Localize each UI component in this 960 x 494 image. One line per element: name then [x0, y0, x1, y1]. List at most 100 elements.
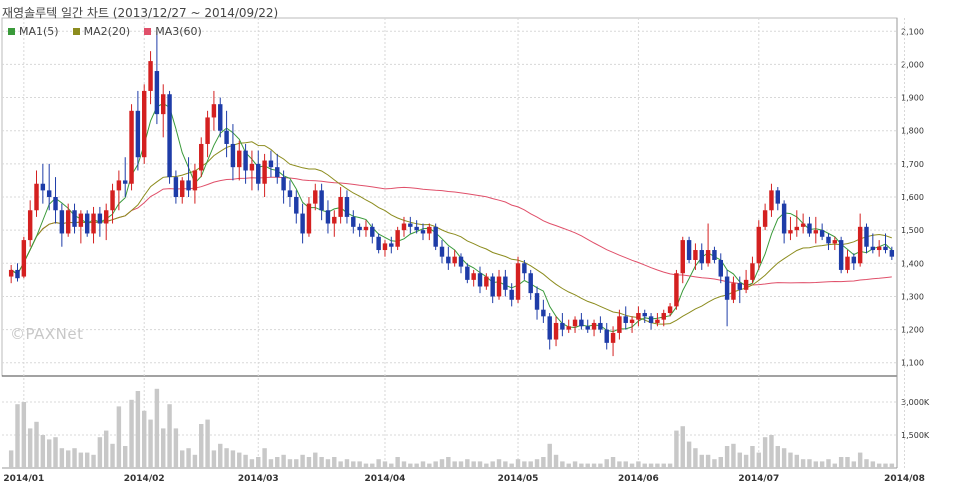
candle-body	[142, 90, 147, 158]
volume-bar	[465, 459, 470, 468]
candle-body	[610, 332, 616, 343]
candle-body	[598, 322, 603, 330]
candle-body	[34, 183, 39, 211]
chart-title: 재영솔루텍 일간 차트 (2013/12/27 ~ 2014/09/22)	[2, 6, 279, 20]
volume-bar	[629, 463, 635, 468]
volume-bar	[604, 459, 609, 468]
candle-body	[794, 226, 800, 231]
volume-bar	[230, 450, 236, 468]
candle-body	[591, 322, 597, 330]
candle-body	[319, 190, 324, 211]
volume-bar	[116, 406, 122, 468]
candle-body	[883, 246, 888, 251]
volume-bar	[34, 421, 39, 468]
volume-bar	[724, 446, 730, 468]
volume-bar	[389, 463, 394, 468]
candle-body	[636, 313, 641, 320]
volume-bar	[427, 463, 432, 468]
price-tick-label: 1,600	[901, 193, 924, 202]
volume-bar	[667, 463, 673, 468]
volume-bar	[148, 419, 153, 468]
candle-body	[287, 190, 293, 197]
volume-bar	[851, 461, 857, 468]
candle-body	[876, 246, 882, 251]
candle-body	[161, 94, 166, 115]
legend-swatch-ma3	[144, 28, 152, 35]
legend-swatch-ma1	[8, 28, 15, 35]
candle-body	[370, 226, 375, 237]
candle-body	[674, 273, 679, 307]
volume-bar	[8, 450, 14, 468]
volume-bar	[46, 439, 52, 468]
volume-bar	[357, 461, 362, 468]
candle-body	[686, 240, 692, 260]
volume-bar	[382, 461, 388, 468]
volume-bar	[642, 463, 647, 468]
volume-bar	[256, 457, 261, 468]
candle-body	[446, 256, 451, 264]
month-tick-label: 2014/05	[498, 474, 539, 484]
volume-bar	[351, 461, 356, 468]
volume-bar	[211, 450, 217, 468]
volume-bar	[680, 426, 685, 468]
volume-bar	[617, 461, 622, 468]
volume-bar	[306, 457, 312, 468]
price-tick-label: 2,100	[901, 27, 924, 36]
volume-bar	[813, 461, 819, 468]
candle-body	[712, 250, 717, 260]
candle-body	[205, 117, 210, 144]
volume-bar	[560, 461, 565, 468]
volume-bar	[237, 452, 242, 468]
candle-body	[731, 283, 736, 300]
legend-item-ma2: MA2(20)	[72, 25, 130, 38]
candle-body	[832, 240, 838, 244]
candle-body	[249, 163, 255, 171]
candle-body	[21, 240, 27, 277]
candle-body	[667, 306, 673, 314]
price-tick-label: 1,100	[901, 359, 924, 368]
candle-body	[769, 190, 774, 211]
volume-bar	[205, 419, 210, 468]
volume-bar	[59, 448, 65, 468]
volume-bar	[661, 463, 666, 468]
candle-body	[344, 197, 350, 217]
volume-bar	[103, 430, 109, 468]
volume-bar	[655, 463, 660, 468]
volume-bar	[408, 463, 413, 468]
candle-body	[781, 203, 787, 234]
volume-bar	[224, 448, 229, 468]
volume-bar	[857, 452, 863, 468]
volume-bar	[674, 430, 679, 468]
volume-bar	[186, 448, 191, 468]
volume-bar	[439, 459, 445, 468]
candle-body	[800, 223, 806, 227]
candle-body	[857, 226, 863, 264]
volume-bar	[845, 457, 850, 468]
volume-bar	[53, 437, 58, 468]
candle-body	[838, 240, 844, 270]
volume-bar	[610, 457, 616, 468]
candle-body	[496, 276, 502, 297]
candle-body	[572, 319, 578, 327]
volume-bar	[718, 457, 723, 468]
volume-bar	[344, 459, 350, 468]
volume-bar	[762, 437, 768, 468]
volume-bar	[420, 461, 426, 468]
volume-bar	[699, 454, 704, 468]
candle-body	[135, 110, 141, 158]
volume-bar	[313, 452, 318, 468]
candle-body	[655, 319, 660, 323]
candle-body	[395, 230, 400, 247]
price-tick-label: 1,400	[901, 259, 924, 268]
volume-bar	[832, 463, 838, 468]
volume-bar	[65, 450, 71, 468]
volume-bar	[275, 457, 280, 468]
volume-bar	[325, 459, 331, 468]
candle-body	[116, 180, 122, 191]
candle-body	[439, 246, 445, 257]
candle-body	[623, 316, 628, 323]
volume-bar	[553, 454, 559, 468]
candle-body	[864, 226, 869, 247]
volume-bar	[794, 454, 800, 468]
